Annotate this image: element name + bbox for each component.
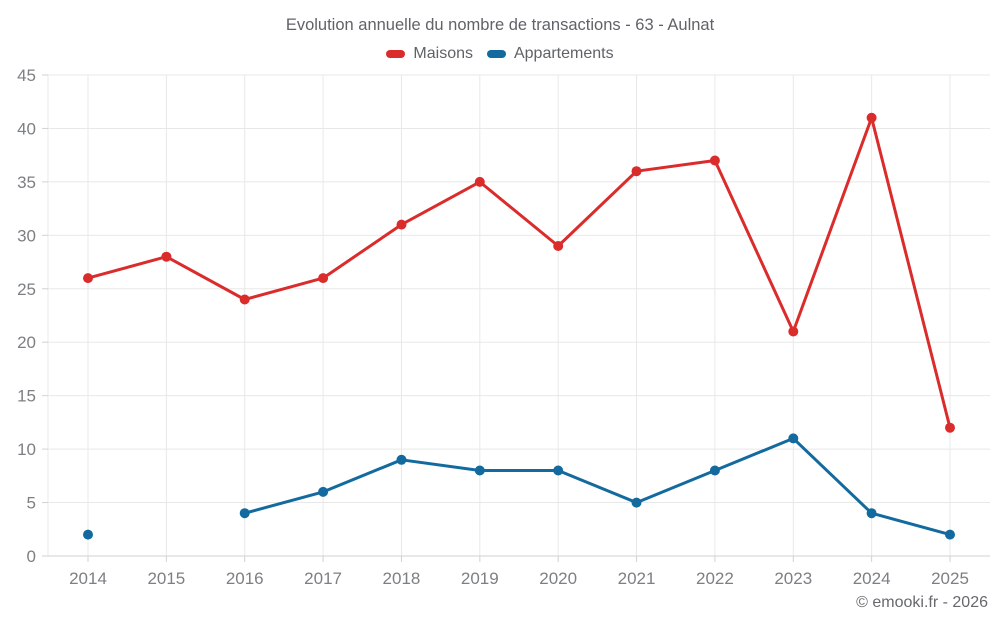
y-tick-label: 20: [17, 333, 36, 352]
data-point-appartements-2021[interactable]: [631, 497, 642, 508]
data-point-appartements-2016[interactable]: [239, 508, 250, 519]
x-tick-label: 2019: [461, 569, 499, 588]
x-tick-label: 2015: [147, 569, 185, 588]
data-point-appartements-2023[interactable]: [788, 433, 799, 444]
data-point-maisons-2018[interactable]: [396, 219, 407, 230]
x-tick-label: 2023: [774, 569, 812, 588]
data-point-maisons-2024[interactable]: [866, 112, 877, 123]
y-tick-label: 40: [17, 119, 36, 138]
data-point-maisons-2014[interactable]: [83, 273, 93, 284]
legend-label: Maisons: [413, 45, 473, 62]
y-gridlines: [48, 74, 990, 557]
y-tick-label: 30: [17, 226, 36, 245]
data-point-maisons-2022[interactable]: [709, 155, 720, 166]
series-appartements: [83, 433, 955, 540]
legend-item-appartements[interactable]: Appartements: [486, 45, 614, 63]
y-tick-label: 45: [17, 66, 36, 85]
data-point-appartements-2024[interactable]: [866, 508, 877, 519]
data-point-maisons-2019[interactable]: [474, 176, 485, 187]
chart-title: Evolution annuelle du nombre de transact…: [285, 16, 715, 34]
x-tick-label: 2025: [931, 569, 969, 588]
data-point-maisons-2020[interactable]: [553, 241, 564, 251]
data-point-appartements-2019[interactable]: [474, 465, 485, 476]
copyright-text: © emooki.fr - 2026: [856, 594, 988, 611]
series-maisons: [83, 112, 955, 433]
data-point-maisons-2016[interactable]: [239, 294, 250, 305]
data-point-maisons-2021[interactable]: [631, 166, 642, 177]
data-point-appartements-2014[interactable]: [83, 529, 93, 540]
legend-label: Appartements: [513, 45, 614, 62]
data-point-appartements-2025[interactable]: [945, 529, 955, 540]
legend-item-maisons[interactable]: Maisons: [386, 45, 473, 63]
y-tick-label: 0: [27, 547, 36, 566]
x-tick-label: 2018: [383, 569, 421, 588]
data-point-appartements-2018[interactable]: [396, 454, 407, 465]
y-tick-label: 10: [17, 440, 36, 459]
data-point-maisons-2023[interactable]: [788, 326, 799, 337]
chart-legend: Maisons Appartements: [0, 45, 1000, 63]
data-point-maisons-2015[interactable]: [161, 251, 172, 262]
y-tick-label: 35: [17, 173, 36, 192]
legend-swatch-appartements: [486, 50, 506, 58]
x-tick-label: 2024: [853, 569, 891, 588]
series-line-maisons: [86, 116, 952, 430]
y-tick-label: 5: [27, 494, 36, 513]
x-tick-label: 2020: [539, 569, 577, 588]
x-tick-label: 2014: [69, 569, 107, 588]
x-tick-label: 2016: [226, 569, 264, 588]
data-point-appartements-2022[interactable]: [709, 465, 720, 476]
x-axis-labels: 2014 2015 2016 2017 2018 2019 2020 2021 2022 2023…: [69, 569, 969, 588]
y-axis-labels: 0 5 10 15 20 25 30 35 40 45: [17, 66, 36, 566]
series-line-appartements: [243, 436, 952, 537]
x-tick-label: 2021: [618, 569, 656, 588]
x-tick-label: 2017: [304, 569, 342, 588]
data-point-appartements-2017[interactable]: [318, 486, 329, 497]
legend-swatch-maisons: [386, 50, 406, 58]
data-point-maisons-2025[interactable]: [945, 422, 955, 433]
y-tick-label: 25: [17, 280, 36, 299]
data-point-maisons-2017[interactable]: [318, 273, 329, 284]
data-point-appartements-2020[interactable]: [553, 465, 564, 476]
y-tick-label: 15: [17, 387, 36, 406]
axes: [42, 74, 990, 562]
x-tick-label: 2022: [696, 569, 734, 588]
x-gridlines: [47, 75, 951, 556]
